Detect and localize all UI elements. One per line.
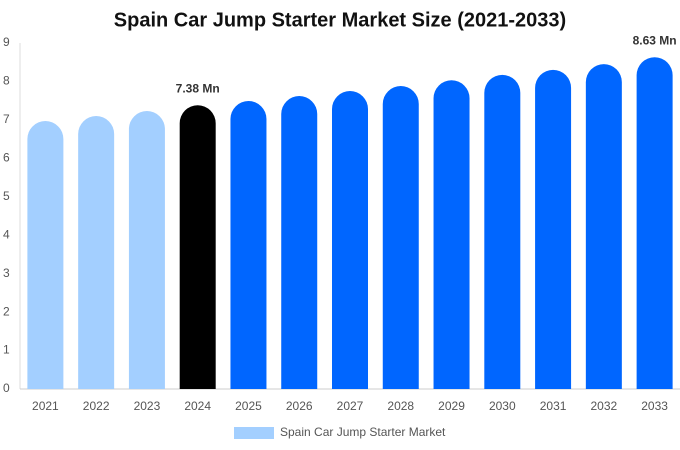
x-tick-label: 2022 [83,399,110,413]
value-label: 8.63 Mn [633,33,677,47]
bar [484,74,521,390]
bar [27,121,64,389]
y-tick-label: 8 [3,74,10,88]
x-tick-label: 2031 [540,399,567,413]
y-tick-label: 1 [3,343,10,357]
x-tick-label: 2030 [489,399,516,413]
y-tick-label: 0 [3,381,10,395]
bar [128,111,165,389]
bar [332,91,368,390]
bar [382,86,419,390]
x-tick-label: 2024 [184,399,211,413]
x-tick-label: 2029 [438,399,465,413]
x-tick-label: 2025 [235,399,262,413]
y-tick-label: 7 [3,112,10,126]
x-tick-label: 2026 [286,399,313,413]
legend-swatch [234,427,274,439]
bar [179,105,216,389]
y-tick-label: 6 [3,151,10,165]
bar [636,57,673,389]
chart-title: Spain Car Jump Starter Market Size (2021… [114,9,566,31]
legend-label: Spain Car Jump Starter Market [280,425,446,439]
y-tick-label: 4 [3,227,10,241]
x-tick-label: 2027 [337,399,364,413]
y-tick-label: 5 [3,189,10,203]
y-tick-label: 2 [3,304,10,318]
bar [281,96,318,389]
x-tick-label: 2023 [134,399,161,413]
bar [78,116,115,390]
bar [585,64,622,390]
bar [230,101,267,390]
x-tick-label: 2033 [641,399,668,413]
y-tick-label: 9 [3,35,10,49]
x-tick-label: 2028 [387,399,414,413]
y-tick-label: 3 [3,266,10,280]
x-tick-label: 2032 [590,399,617,413]
value-label: 7.38 Mn [176,81,220,95]
bar [433,80,470,390]
bar [535,69,572,390]
x-tick-label: 2021 [32,399,59,413]
